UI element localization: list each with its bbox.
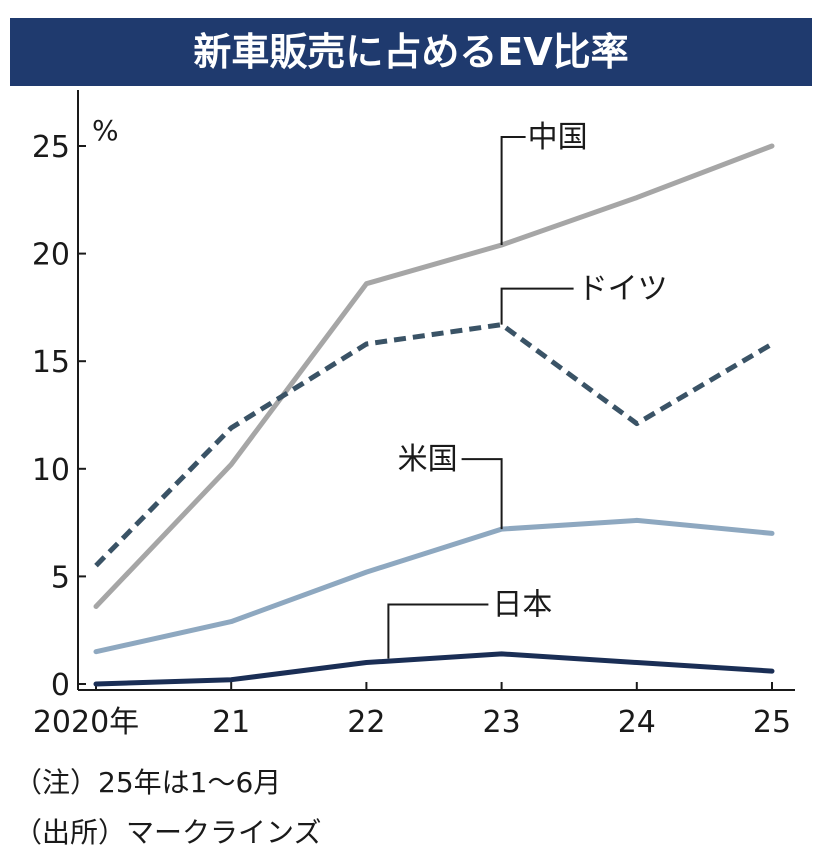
title-bar <box>10 18 812 86</box>
x-tick-label: 23 <box>483 705 521 740</box>
y-tick-label: 25 <box>32 130 70 165</box>
x-tick-label: 22 <box>347 705 385 740</box>
series-line-2 <box>94 322 774 568</box>
y-ticks: 0 5 10 15 20 25 <box>32 130 86 703</box>
series-leader-line-1 <box>500 136 526 245</box>
y-tick-label: 15 <box>32 345 70 380</box>
series-label-2: ドイツ <box>578 272 668 307</box>
series-lines <box>93 143 775 687</box>
note-period: （注）25年は1〜6月 <box>14 766 281 799</box>
series-label-1: 中国 <box>528 120 588 155</box>
series-label-3: 米国 <box>398 442 458 477</box>
y-tick-label: 0 <box>51 668 70 703</box>
note-source: （出所）マークラインズ <box>14 816 321 849</box>
series-leader-line-2 <box>500 287 574 325</box>
x-tick-label: 25 <box>753 705 791 740</box>
series-label-4: 日本 <box>492 587 552 622</box>
series-line-3 <box>93 517 775 655</box>
y-tick-label: 5 <box>51 560 70 595</box>
series-line-1 <box>93 143 775 609</box>
series-line-4 <box>93 651 775 687</box>
x-tick-label: 24 <box>618 705 656 740</box>
axes: % <box>77 90 795 691</box>
x-tick-label: 21 <box>212 705 250 740</box>
y-tick-label: 20 <box>32 238 70 273</box>
x-tick-label: 2020年 <box>33 705 139 740</box>
x-ticks: 2020年 21 22 23 24 25 <box>33 682 791 740</box>
y-axis-unit: % <box>92 114 119 147</box>
chart-title: 新車販売に占めるEV比率 <box>193 30 628 74</box>
y-tick-label: 10 <box>32 453 70 488</box>
series-leader-line-3 <box>461 458 503 530</box>
series-leader-line-4 <box>387 603 489 659</box>
